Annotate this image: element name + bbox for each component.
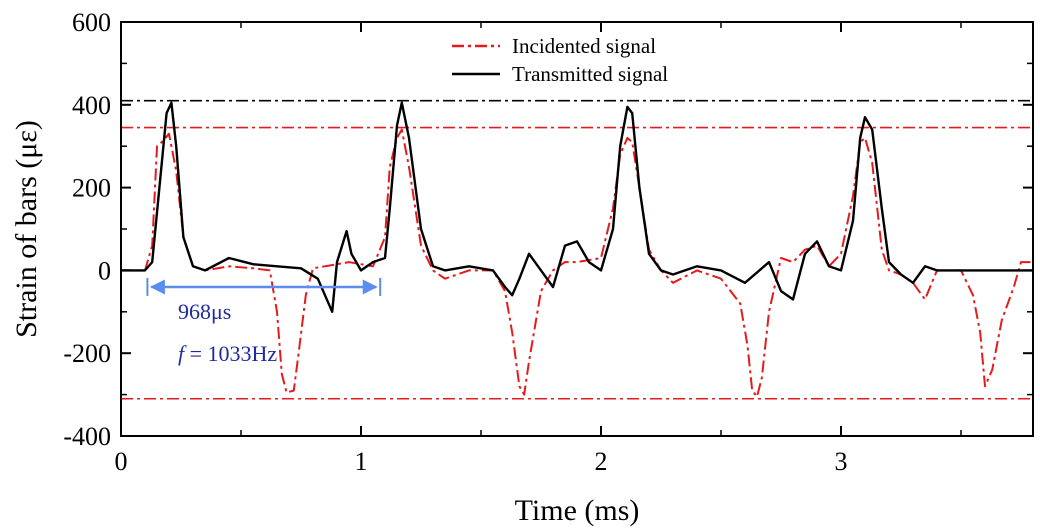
y-axis: -400 -200 0 200 400 600	[63, 8, 1033, 451]
series-layer	[121, 101, 1033, 398]
y-tick-label: 600	[72, 8, 111, 37]
x-axis-title: Time (ms)	[515, 494, 640, 527]
legend-label-incidented: Incidented signal	[512, 34, 656, 58]
y-tick-label: -400	[63, 422, 111, 451]
y-tick-label: 400	[72, 91, 111, 120]
series-line-1	[121, 101, 1033, 313]
series-line-0	[121, 128, 1033, 398]
y-tick-label: 200	[72, 174, 111, 203]
y-tick-label: -200	[63, 339, 111, 368]
x-tick-label: 0	[115, 447, 128, 476]
x-tick-label: 3	[835, 447, 848, 476]
x-tick-label: 2	[595, 447, 608, 476]
x-axis: 0 1 2 3	[115, 22, 962, 476]
x-tick-label: 1	[355, 447, 368, 476]
y-tick-label: 0	[98, 256, 111, 285]
reference-lines	[121, 99, 1033, 400]
frequency-symbol: f	[178, 341, 187, 366]
legend: Incidented signal Transmitted signal	[452, 34, 668, 86]
legend-label-transmitted: Transmitted signal	[512, 62, 668, 86]
frequency-label: f = 1033Hz	[178, 341, 277, 366]
y-axis-title: Strain of bars (με)	[10, 120, 43, 338]
period-label: 968μs	[178, 299, 231, 324]
frequency-value: = 1033Hz	[184, 341, 277, 366]
